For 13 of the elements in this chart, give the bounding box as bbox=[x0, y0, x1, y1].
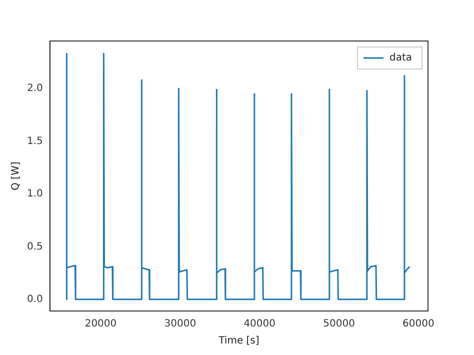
y-tick-label: 1.5 bbox=[26, 136, 43, 147]
y-tick-label: 0.5 bbox=[26, 241, 43, 252]
x-tick-label: 40000 bbox=[244, 318, 276, 330]
y-tick-label: 0.0 bbox=[26, 294, 43, 305]
x-tick-label: 30000 bbox=[164, 318, 196, 330]
x-tick-label: 50000 bbox=[323, 318, 355, 330]
y-tick-label: 2.0 bbox=[26, 83, 43, 94]
y-tick-label: 1.0 bbox=[26, 188, 43, 200]
x-axis-title: Time [s] bbox=[218, 336, 260, 347]
x-tick-label: 20000 bbox=[84, 318, 117, 330]
x-tick-label: 60000 bbox=[402, 318, 434, 330]
legend-label: data bbox=[389, 52, 412, 64]
y-axis-title: Q [W] bbox=[10, 162, 22, 190]
